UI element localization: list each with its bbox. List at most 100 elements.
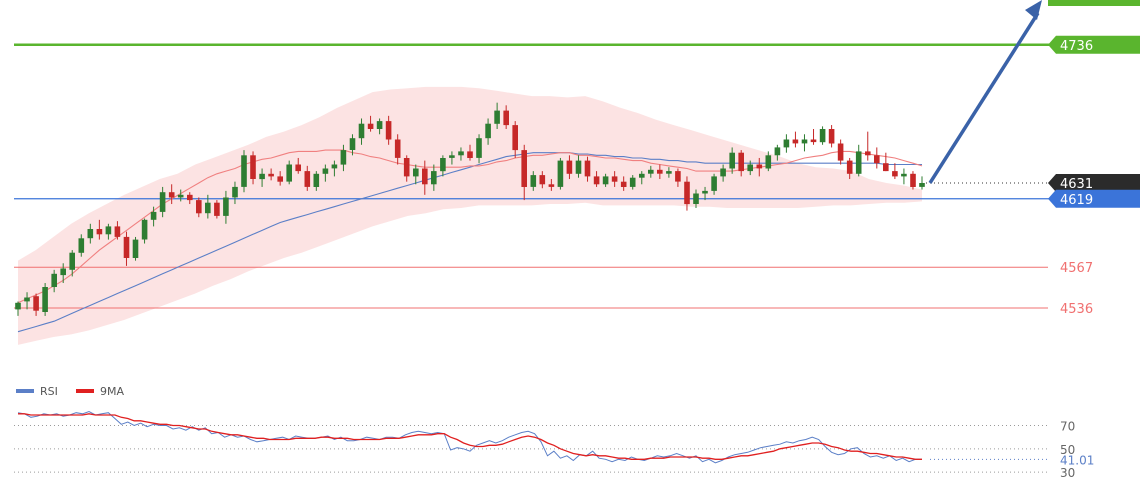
candle [485, 118, 491, 145]
candle [693, 189, 699, 208]
candle-body [738, 152, 744, 172]
candle [458, 147, 464, 161]
candle-body [476, 138, 482, 158]
candle [114, 221, 121, 240]
candle [214, 200, 220, 219]
candle-body [720, 168, 726, 177]
candle [883, 152, 889, 172]
candle-body [150, 211, 157, 220]
tag-pivot-bg [1048, 189, 1140, 208]
candle-body [566, 160, 573, 174]
candle [566, 155, 573, 180]
candle-body [639, 173, 645, 178]
candle-body [557, 160, 564, 187]
candle-body [295, 164, 301, 172]
candle-body [801, 139, 808, 144]
arrow-target-tag-bg [1048, 0, 1140, 6]
candle [313, 171, 320, 191]
candle [837, 139, 844, 165]
candle-body [286, 164, 292, 182]
ma-short-line [17, 149, 923, 304]
candle [765, 151, 772, 172]
candle [919, 176, 925, 190]
oscillator-legend: RSI 9MA [16, 385, 124, 398]
projection-arrow [928, 12, 1040, 184]
candle [855, 144, 862, 177]
candle [78, 234, 85, 257]
candle-body [403, 158, 410, 177]
candle [51, 269, 57, 293]
candle [584, 156, 591, 182]
candle [331, 160, 338, 177]
candle [15, 301, 21, 316]
candle [910, 171, 916, 190]
candle-body [855, 151, 862, 174]
candle [865, 131, 871, 161]
candle-body [141, 219, 148, 240]
candle [756, 157, 763, 177]
candle [349, 134, 356, 156]
tag-support-2: 4536 [1060, 302, 1093, 317]
candle-body [657, 169, 663, 174]
tag-last-price-bg [1048, 173, 1140, 192]
candle-body [177, 194, 184, 198]
candle [828, 125, 835, 148]
tag-target: 4736 [1048, 35, 1140, 54]
candle [684, 176, 690, 211]
candle [413, 164, 419, 185]
candle-body [223, 197, 229, 216]
candle [259, 168, 265, 187]
candle-body [313, 173, 320, 187]
candle-body [648, 169, 654, 174]
candle [593, 171, 600, 187]
candle [810, 129, 817, 145]
candle-body [765, 155, 772, 169]
candle [449, 151, 455, 165]
candle [729, 147, 735, 174]
candle-body [539, 175, 546, 185]
candle-body [901, 173, 907, 177]
oscillator-tick-label: 50 [1060, 443, 1075, 457]
candle [69, 250, 75, 277]
candle-body [376, 121, 383, 129]
candle [394, 134, 401, 165]
candle-body [114, 226, 121, 237]
oscillator-tick-label: 30 [1060, 466, 1075, 480]
candle [467, 144, 473, 161]
candle [846, 157, 853, 180]
legend-swatch-rsi [16, 389, 34, 393]
candle [657, 164, 663, 180]
candle-body [467, 151, 473, 158]
candle-body [96, 229, 103, 235]
candle [530, 171, 537, 191]
candle-body [575, 160, 582, 174]
candle-body [910, 173, 916, 187]
candle [512, 121, 518, 158]
candle [241, 150, 247, 193]
candle [648, 165, 654, 178]
candle [24, 292, 30, 310]
candle [720, 164, 726, 182]
candle [611, 171, 618, 187]
candle-body [783, 139, 790, 148]
candle [223, 190, 229, 224]
candle [33, 293, 39, 316]
candle-body [846, 160, 853, 174]
candle [340, 144, 347, 172]
candle-body [530, 175, 537, 187]
legend-label-rsi: RSI [40, 385, 58, 398]
candle-body [485, 123, 491, 139]
candle-body [602, 176, 609, 185]
candle [557, 157, 564, 190]
candle [205, 194, 211, 219]
candle-body [711, 176, 717, 191]
candle-body [60, 268, 66, 276]
candle-body [132, 239, 139, 258]
candle [141, 218, 148, 244]
candle [403, 155, 410, 182]
tag-last-price: 4631 [1048, 173, 1140, 192]
candle-body [232, 186, 238, 198]
candle-body [729, 152, 735, 169]
candle [304, 165, 311, 191]
tag-support-2-text: 4536 [1060, 302, 1093, 317]
